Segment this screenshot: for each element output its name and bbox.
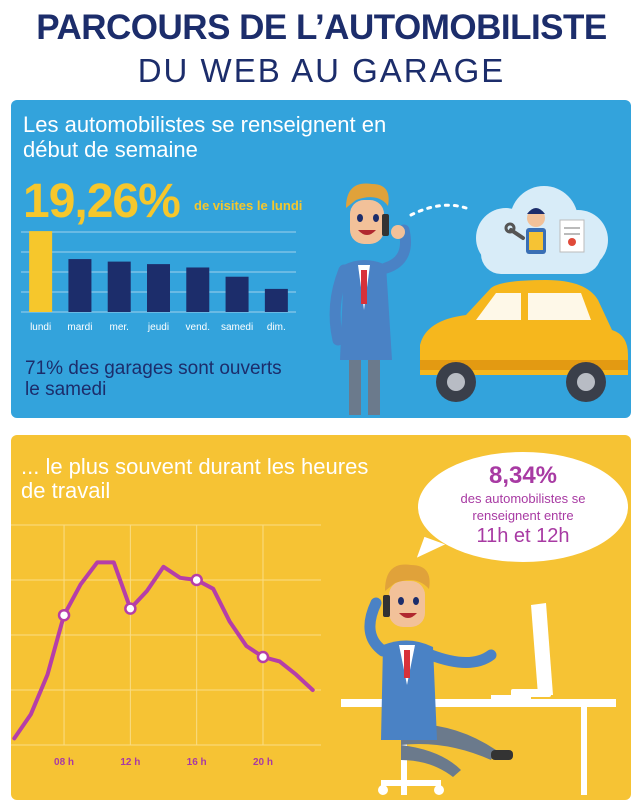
mechanic-icon — [504, 208, 546, 254]
bar-tick-label: mer. — [109, 322, 128, 333]
weekly-bar-chart: lundi mardi mer. jeudi vend. samedi dim. — [21, 231, 296, 333]
bar-mer. — [107, 261, 131, 312]
line-tick-label: 16 h — [187, 757, 207, 768]
weekly-panel: Les automobilistes se renseignent en déb… — [11, 100, 631, 418]
motorist-car-illustration — [329, 183, 628, 415]
bar-lundi — [29, 231, 53, 312]
hourly-line-chart: 08 h 12 h 16 h 20 h — [11, 524, 321, 768]
hourly-marker-point — [57, 608, 71, 622]
bar-tick-label: samedi — [221, 322, 253, 333]
hourly-heading: ... le plus souvent durant les heures de… — [21, 454, 369, 503]
office-worker-man-icon — [364, 564, 513, 777]
office-worker-illustration — [341, 564, 616, 795]
yellow-car-icon — [420, 280, 628, 402]
hourly-marker-point — [124, 602, 137, 615]
monday-stat-value: 19,26% — [23, 175, 181, 228]
bar-jeudi — [147, 264, 170, 312]
monday-stat-label: de visites le lundi — [194, 198, 303, 213]
motorist-man-icon — [329, 183, 411, 415]
invoice-document-icon — [559, 219, 585, 253]
bar-samedi — [225, 276, 249, 312]
bar-dim. — [264, 288, 288, 312]
hourly-marker-point — [256, 650, 270, 664]
page-title: PARCOURS DE L’AUTOMOBILISTE — [36, 8, 607, 47]
page-subtitle: DU WEB AU GARAGE — [137, 52, 506, 89]
peak-hour-stat-value: 8,34% — [488, 462, 558, 489]
office-chair-icon — [378, 780, 444, 795]
bar-vend. — [186, 267, 210, 312]
speech-bubble: 8,34% des automobilistes se renseignent … — [418, 452, 628, 562]
line-tick-label: 20 h — [253, 757, 273, 768]
saturday-garages-note: 71% des garages sont ouverts le samedi — [25, 358, 282, 400]
hourly-marker-point — [190, 573, 203, 587]
bar-tick-label: lundi — [30, 322, 51, 333]
bar-tick-label: jeudi — [147, 322, 169, 333]
line-tick-label: 08 h — [54, 757, 74, 768]
line-tick-label: 12 h — [120, 757, 140, 768]
computer-monitor-icon — [491, 603, 553, 700]
peak-hour-stat-text: des automobilistes se renseignent entre — [460, 491, 586, 523]
bar-tick-label: dim. — [267, 322, 286, 333]
bar-tick-label: vend. — [186, 322, 210, 333]
bar-mardi — [68, 259, 92, 312]
hourly-series-line — [12, 560, 315, 741]
weekly-heading: Les automobilistes se renseignent en déb… — [23, 112, 387, 162]
peak-hour-range: 11h et 12h — [476, 525, 570, 547]
bar-tick-label: mardi — [67, 322, 92, 333]
